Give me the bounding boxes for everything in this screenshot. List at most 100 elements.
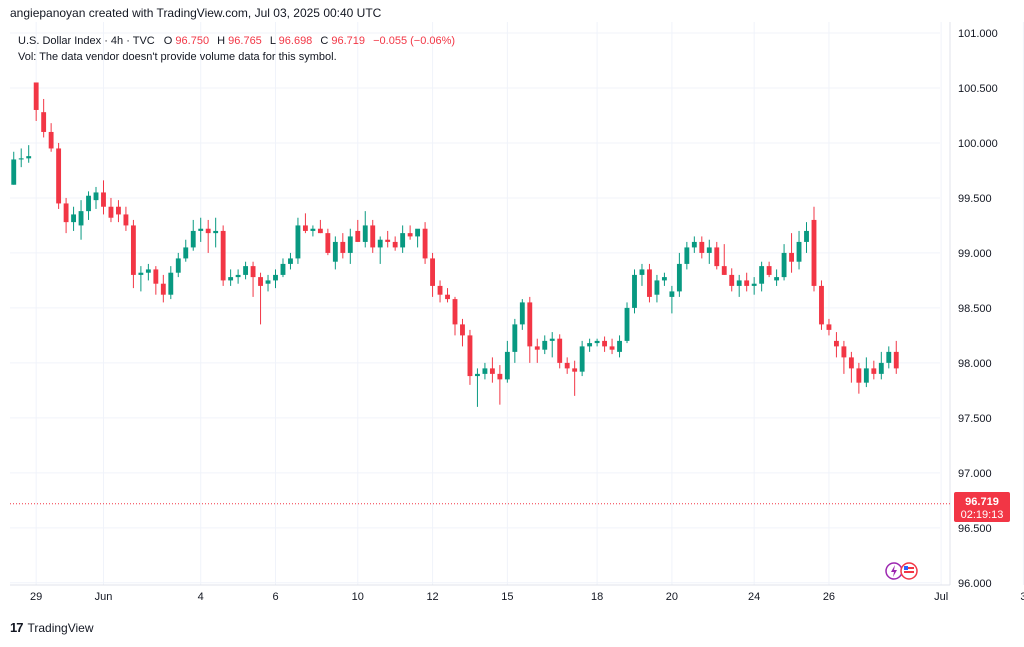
legend-o-value: 96.750 (175, 35, 209, 47)
candle-body (280, 263, 286, 275)
candle-body (759, 266, 765, 284)
candle-body (519, 302, 525, 325)
candle-body (205, 228, 211, 234)
flag-stripe-icon (904, 571, 914, 573)
candle-body (392, 241, 398, 248)
candle-body (504, 351, 510, 380)
candle-body (512, 324, 518, 352)
y-tick-label: 96.500 (958, 523, 992, 535)
candle-body (557, 338, 563, 363)
candle-body (235, 274, 241, 278)
candle-body (145, 269, 151, 273)
candle-body (452, 299, 458, 325)
countdown-timer: 02:19:13 (961, 509, 1004, 521)
candle-body (691, 241, 697, 248)
candle-body (729, 274, 735, 286)
candle-body (347, 236, 353, 253)
candle-body (676, 263, 682, 292)
chart-caption: angiepanoyan created with TradingView.co… (10, 6, 382, 20)
candle-body (744, 280, 750, 286)
y-tick-label: 97.500 (958, 413, 992, 425)
candle-body (766, 266, 772, 275)
candle-body (198, 228, 204, 231)
x-tick-label: 4 (198, 591, 204, 603)
candle-body (317, 228, 323, 234)
event-icons[interactable] (885, 562, 918, 580)
x-tick-label: 10 (352, 591, 364, 603)
candle-body (56, 148, 62, 204)
candle-body (407, 233, 413, 237)
candle-body (856, 368, 862, 383)
candle-body (33, 82, 39, 110)
x-tick-label: 15 (501, 591, 513, 603)
legend-change: −0.055 (−0.06%) (373, 35, 455, 47)
candle-body (826, 324, 832, 330)
candle-body (48, 131, 54, 149)
candle-body (160, 283, 166, 295)
candle-body (564, 362, 570, 369)
candle-body (833, 340, 839, 347)
candle-body (774, 277, 780, 281)
x-tick-label: 26 (823, 591, 835, 603)
candle-body (183, 247, 189, 259)
tradingview-brand[interactable]: 17 TradingView (10, 620, 94, 635)
candle-body (41, 112, 47, 132)
y-tick-label: 96.000 (958, 578, 992, 590)
legend-c-value: 96.719 (331, 35, 365, 47)
candle-body (489, 368, 495, 374)
candle-body (893, 351, 899, 369)
candle-body (101, 192, 106, 207)
candle-body (617, 340, 622, 352)
candle-body (714, 247, 720, 267)
candle-body (63, 203, 69, 223)
candle-body (400, 233, 406, 248)
candle-body (445, 294, 450, 300)
candle-body (699, 241, 705, 253)
candle-body (370, 225, 376, 248)
candle-body (26, 156, 32, 159)
candle-body (609, 346, 615, 350)
candle-body (18, 158, 24, 160)
candle-body (475, 373, 480, 377)
candle-body (310, 228, 316, 231)
candle-body (527, 302, 533, 347)
candle-body (153, 269, 159, 284)
candle-body (385, 239, 391, 242)
legend-h-value: 96.765 (228, 35, 262, 47)
candle-body (295, 225, 301, 259)
candle-body (273, 274, 278, 281)
candle-body (415, 228, 421, 237)
legend-volume-note: Vol: The data vendor doesn't provide vol… (18, 51, 337, 63)
candle-body (302, 225, 308, 231)
tradingview-name: TradingView (27, 620, 94, 635)
candle-body (467, 335, 473, 377)
candle-body (549, 338, 555, 341)
legend: U.S. Dollar Index · 4h · TVC O 96.750 H … (18, 35, 455, 63)
x-tick-label: 29 (30, 591, 42, 603)
candle-body (355, 230, 361, 242)
candle-layer (11, 82, 899, 407)
candle-body (647, 269, 652, 297)
candle-body (602, 340, 608, 347)
grid-layer (10, 22, 1024, 585)
lightning-icon (891, 565, 897, 577)
candle-body (228, 277, 234, 281)
candle-body (190, 230, 196, 248)
x-tick-label: 12 (426, 591, 438, 603)
candle-body (878, 362, 884, 374)
candle-body (422, 228, 428, 259)
candle-body (265, 280, 271, 284)
candle-body (886, 351, 892, 363)
candle-body (250, 266, 256, 278)
candle-body (377, 239, 383, 248)
candle-body (258, 277, 263, 286)
legend-symbol: U.S. Dollar Index · 4h · TVC (18, 35, 155, 47)
last-price-box (954, 492, 1010, 522)
candle-body (587, 343, 593, 347)
candle-body (639, 269, 645, 275)
candle-body (871, 368, 877, 374)
candle-body (796, 241, 802, 262)
candle-body (534, 346, 540, 350)
